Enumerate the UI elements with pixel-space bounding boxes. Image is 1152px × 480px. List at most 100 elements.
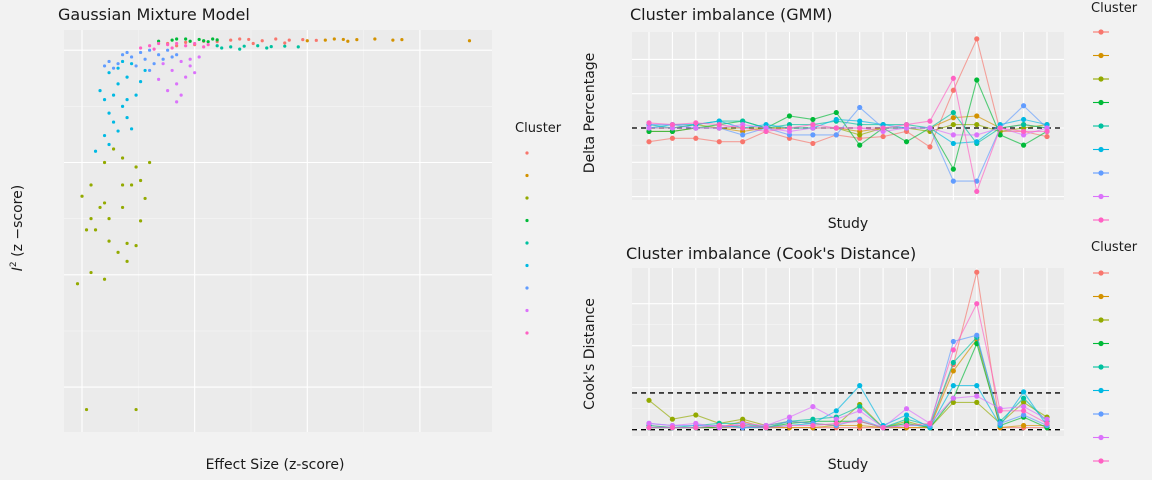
gmm-point-2 — [950, 115, 956, 121]
cooks-point-9 — [974, 301, 980, 307]
scatter-point-cluster-4 — [211, 37, 215, 41]
cooks-point-9 — [903, 422, 910, 429]
cooks-legend-key-4 — [1098, 340, 1104, 347]
gmm-point-8 — [974, 132, 980, 138]
scatter-point-cluster-1 — [287, 38, 291, 42]
scatter-point-cluster-9 — [166, 42, 170, 47]
cooks-point-9 — [716, 422, 722, 429]
gmm-point-1 — [810, 140, 816, 147]
scatter-point-cluster-2 — [391, 38, 395, 42]
cooks-point-1 — [974, 269, 980, 275]
scatter-point-cluster-7 — [170, 55, 174, 59]
gmm-point-9 — [857, 125, 863, 131]
scatter-point-cluster-8 — [179, 59, 183, 64]
gmm-line-6 — [648, 118, 1048, 144]
scatter-point-cluster-5 — [296, 45, 300, 49]
scatter-point-cluster-6 — [107, 71, 111, 75]
scatter-point-cluster-3 — [102, 201, 107, 205]
scatter-y-label-rest: (z −score) — [10, 185, 26, 262]
scatter-point-cluster-5 — [283, 44, 287, 48]
gmm-legend-key-6 — [1098, 146, 1104, 153]
gmm-point-1 — [950, 87, 956, 93]
gmm-point-9 — [1044, 128, 1050, 135]
scatter-point-cluster-3 — [134, 407, 138, 412]
gmm-line-9 — [648, 76, 1047, 194]
gmm-y-axis-label: Delta Percentage — [582, 53, 598, 174]
cooks-point-8 — [693, 420, 699, 426]
scatter-point-cluster-8 — [166, 89, 170, 93]
scatter-point-cluster-3 — [89, 183, 93, 187]
gmm-point-1 — [974, 36, 980, 42]
cooks-legend-key-2 — [1098, 293, 1104, 300]
gmm-point-1 — [927, 144, 933, 150]
scatter-point-cluster-6 — [93, 149, 98, 153]
scatter-point-cluster-6 — [98, 89, 102, 93]
gmm-point-8 — [927, 125, 933, 131]
cooks-legend: Cluster — [1091, 240, 1138, 464]
gmm-point-4 — [857, 142, 863, 148]
scatter-point-cluster-3 — [143, 196, 147, 201]
gmm-point-4 — [786, 113, 793, 119]
scatter-point-cluster-8 — [188, 64, 192, 68]
scatter-legend-key-4 — [525, 218, 529, 223]
scatter-point-cluster-9 — [157, 41, 161, 46]
cooks-point-9 — [763, 425, 769, 431]
scatter-legend-key-7 — [525, 286, 529, 290]
scatter-point-cluster-7 — [111, 66, 116, 70]
scatter-point-cluster-1 — [314, 38, 318, 42]
scatter-point-cluster-3 — [102, 277, 107, 281]
gmm-series-9 — [646, 75, 1050, 195]
scatter-point-cluster-7 — [175, 53, 179, 57]
scatter-point-cluster-2 — [355, 38, 359, 42]
cooks-point-8 — [810, 404, 816, 410]
scatter-point-cluster-5 — [229, 45, 233, 49]
cooks-point-9 — [740, 422, 746, 429]
gmm-point-6 — [833, 116, 839, 123]
gmm-point-8 — [950, 132, 956, 138]
cooks-point-9 — [693, 425, 699, 431]
scatter-point-cluster-1 — [175, 44, 179, 48]
gmm-point-4 — [974, 77, 980, 83]
scatter-point-cluster-3 — [75, 282, 80, 286]
gmm-gridlines — [632, 32, 1064, 200]
scatter-point-cluster-7 — [134, 64, 138, 68]
scatter-point-cluster-3 — [98, 205, 102, 210]
gmm-line-3 — [649, 124, 1048, 136]
gmm-point-7 — [1020, 103, 1027, 109]
scatter-point-cluster-9 — [148, 44, 152, 48]
cooks-point-3 — [1020, 399, 1027, 405]
gmm-point-3 — [857, 132, 863, 138]
cooks-y-axis-label: Cook's Distance — [582, 298, 598, 410]
scatter-point-cluster-3 — [84, 228, 89, 232]
gmm-point-9 — [646, 120, 652, 126]
scatter-point-cluster-6 — [116, 82, 120, 86]
scatter-point-cluster-1 — [229, 38, 233, 42]
cooks-point-5 — [857, 404, 863, 410]
gmm-legend-key-3 — [1098, 76, 1104, 82]
scatter-point-cluster-3 — [102, 160, 107, 165]
cooks-series-9 — [646, 301, 1050, 431]
cooks-point-6 — [833, 408, 839, 414]
scatter-point-cluster-9 — [202, 45, 206, 49]
scatter-legend-key-1 — [525, 151, 529, 155]
scatter-point-cluster-3 — [125, 259, 129, 263]
scatter-point-cluster-8 — [197, 55, 201, 59]
scatter-point-cluster-8 — [188, 57, 192, 61]
scatter-point-cluster-6 — [107, 142, 111, 147]
cooks-title: Cluster imbalance (Cook's Distance) — [626, 244, 916, 263]
gmm-point-9 — [740, 125, 746, 131]
cooks-legend-key-7 — [1098, 411, 1104, 417]
gmm-point-7 — [810, 132, 816, 138]
scatter-point-cluster-3 — [107, 217, 111, 221]
cooks-point-6 — [1020, 389, 1027, 395]
scatter-point-cluster-9 — [138, 46, 143, 50]
scatter-point-cluster-4 — [188, 39, 192, 43]
cooks-point-9 — [927, 420, 933, 426]
cooks-line-8 — [648, 395, 1048, 429]
scatter-y-axis-label: I2 (z −score) — [9, 185, 26, 271]
gmm-point-6 — [1020, 116, 1027, 123]
cooks-point-9 — [646, 425, 652, 431]
cooks-point-3 — [740, 416, 746, 422]
gmm-point-4 — [903, 139, 910, 145]
cooks-legend-key-8 — [1098, 434, 1104, 441]
